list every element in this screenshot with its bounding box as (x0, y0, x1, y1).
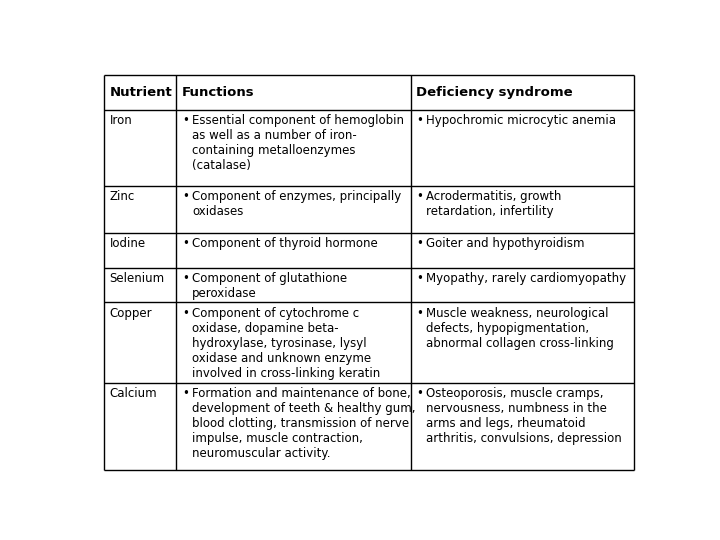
Text: •: • (182, 237, 189, 250)
Text: •: • (182, 387, 189, 400)
Text: Component of cytochrome c
oxidase, dopamine beta-
hydroxylase, tyrosinase, lysyl: Component of cytochrome c oxidase, dopam… (192, 307, 380, 380)
Text: •: • (416, 387, 423, 400)
Text: Myopathy, rarely cardiomyopathy: Myopathy, rarely cardiomyopathy (426, 272, 626, 285)
Text: Iodine: Iodine (109, 237, 145, 250)
Text: •: • (182, 190, 189, 203)
Text: Acrodermatitis, growth
retardation, infertility: Acrodermatitis, growth retardation, infe… (426, 190, 562, 218)
Text: •: • (416, 114, 423, 127)
Text: •: • (182, 272, 189, 285)
Text: Deficiency syndrome: Deficiency syndrome (416, 86, 573, 99)
Text: Muscle weakness, neurological
defects, hypopigmentation,
abnormal collagen cross: Muscle weakness, neurological defects, h… (426, 307, 614, 349)
Text: Calcium: Calcium (109, 387, 157, 400)
Text: Hypochromic microcytic anemia: Hypochromic microcytic anemia (426, 114, 616, 127)
Text: Goiter and hypothyroidism: Goiter and hypothyroidism (426, 237, 585, 250)
Text: Nutrient: Nutrient (109, 86, 172, 99)
Text: Component of glutathione
peroxidase: Component of glutathione peroxidase (192, 272, 347, 300)
Text: •: • (416, 272, 423, 285)
Text: Osteoporosis, muscle cramps,
nervousness, numbness in the
arms and legs, rheumat: Osteoporosis, muscle cramps, nervousness… (426, 387, 622, 446)
Text: •: • (416, 307, 423, 320)
Text: Component of thyroid hormone: Component of thyroid hormone (192, 237, 378, 250)
Text: Selenium: Selenium (109, 272, 165, 285)
Text: Zinc: Zinc (109, 190, 135, 203)
Text: Formation and maintenance of bone,
development of teeth & healthy gum,
blood clo: Formation and maintenance of bone, devel… (192, 387, 415, 461)
Text: •: • (416, 237, 423, 250)
Text: •: • (182, 307, 189, 320)
Text: Component of enzymes, principally
oxidases: Component of enzymes, principally oxidas… (192, 190, 401, 218)
Text: •: • (416, 190, 423, 203)
Text: Essential component of hemoglobin
as well as a number of iron-
containing metall: Essential component of hemoglobin as wel… (192, 114, 404, 172)
Text: Functions: Functions (182, 86, 255, 99)
Text: •: • (182, 114, 189, 127)
Text: Copper: Copper (109, 307, 152, 320)
Text: Iron: Iron (109, 114, 132, 127)
